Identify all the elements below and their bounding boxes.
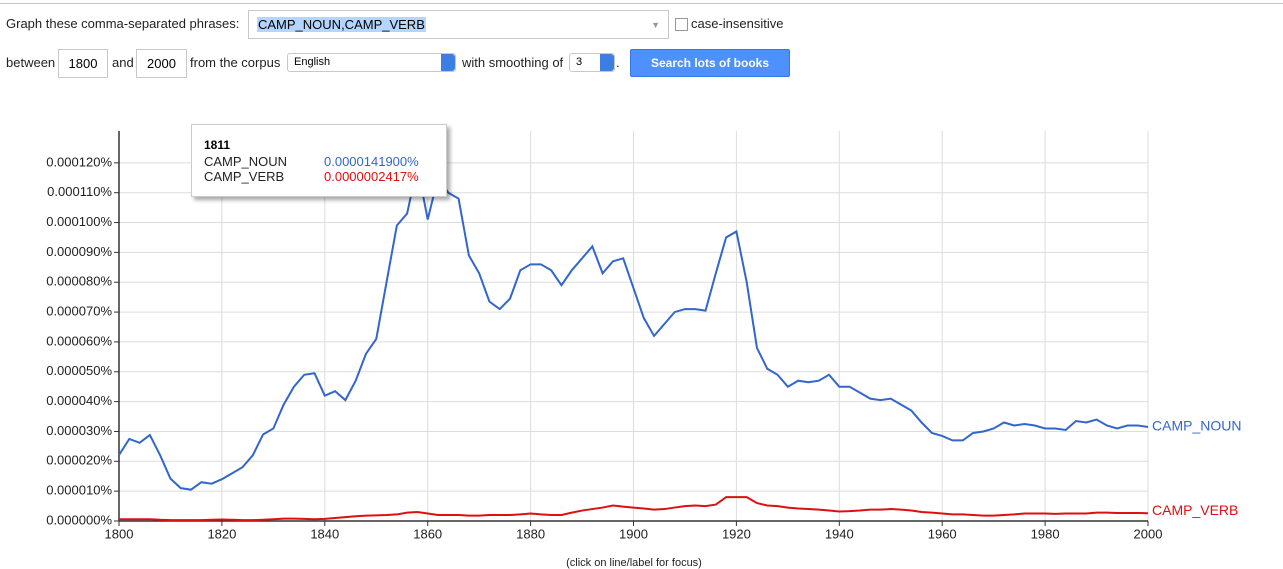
between-label: between <box>6 55 56 70</box>
phrases-label: Graph these comma-separated phrases: <box>6 16 240 31</box>
x-tick-label: 1900 <box>619 526 648 541</box>
corpus-label: from the corpus <box>190 55 281 70</box>
tooltip-name: CAMP_NOUN <box>204 154 288 169</box>
x-tick-label: 1920 <box>722 526 751 541</box>
top-border <box>0 3 1283 4</box>
select-arrows <box>600 54 614 71</box>
x-tick-label: 1980 <box>1031 526 1060 541</box>
y-tick-label: 0.000000% <box>46 512 112 527</box>
smoothing-value: 3 <box>576 56 583 68</box>
tooltip-year: 1811 <box>204 138 231 152</box>
case-label: case-insensitive <box>691 16 784 31</box>
tooltip: 1811 CAMP_NOUN 0.0000141900% CAMP_VERB 0.00… <box>191 124 447 197</box>
x-tick-label: 1940 <box>825 526 854 541</box>
smoothing-select[interactable]: 3 <box>569 53 615 72</box>
y-tick-label: 0.000070% <box>46 304 112 319</box>
footer-note: (click on line/label for focus) <box>566 557 702 569</box>
and-label: and <box>112 55 134 70</box>
tooltip-value: 0.0000141900% <box>324 154 419 169</box>
x-tick-label: 1840 <box>310 526 339 541</box>
y-tick-label: 0.000010% <box>46 483 112 498</box>
x-tick-label: 2000 <box>1134 526 1163 541</box>
y-tick-label: 0.000040% <box>46 393 112 408</box>
period: . <box>616 55 620 70</box>
series-label: CAMP_VERB <box>1152 502 1238 518</box>
y-tick-label: 0.000080% <box>46 274 112 289</box>
corpus-select[interactable]: English <box>287 53 456 72</box>
search-button[interactable]: Search lots of books <box>630 49 790 77</box>
series-line <box>118 165 1149 491</box>
y-tick-label: 0.000100% <box>46 214 112 229</box>
x-tick-label: 1860 <box>413 526 442 541</box>
dropdown-arrow: ▼ <box>651 20 660 30</box>
x-tick-label: 1800 <box>105 526 134 541</box>
tooltip-value: 0.0000002417% <box>324 169 419 184</box>
end-year-input[interactable]: 2000 <box>136 49 187 78</box>
y-tick-label: 0.000020% <box>46 453 112 468</box>
select-arrows <box>441 54 455 71</box>
phrases-text: CAMP_NOUN,CAMP_VERB <box>257 17 426 32</box>
series-label: CAMP_NOUN <box>1152 418 1241 434</box>
y-tick-label: 0.000110% <box>47 184 112 199</box>
phrases-input[interactable]: CAMP_NOUN,CAMP_VERB ▼ <box>248 10 669 39</box>
x-tick-label: 1820 <box>207 526 236 541</box>
corpus-value: English <box>294 56 331 68</box>
x-tick-label: 1880 <box>516 526 545 541</box>
series-line <box>119 496 1149 522</box>
case-checkbox[interactable] <box>675 18 688 31</box>
y-tick-label: 0.000030% <box>46 423 112 438</box>
x-tick-label: 1960 <box>928 526 957 541</box>
y-tick-label: 0.000090% <box>46 244 112 259</box>
y-tick-label: 0.000060% <box>46 333 112 348</box>
y-tick-label: 0.000120% <box>46 154 112 169</box>
smoothing-label: with smoothing of <box>462 55 564 70</box>
start-year-input[interactable]: 1800 <box>58 49 108 78</box>
tooltip-name: CAMP_VERB <box>204 169 285 184</box>
y-tick-label: 0.000050% <box>46 363 112 378</box>
